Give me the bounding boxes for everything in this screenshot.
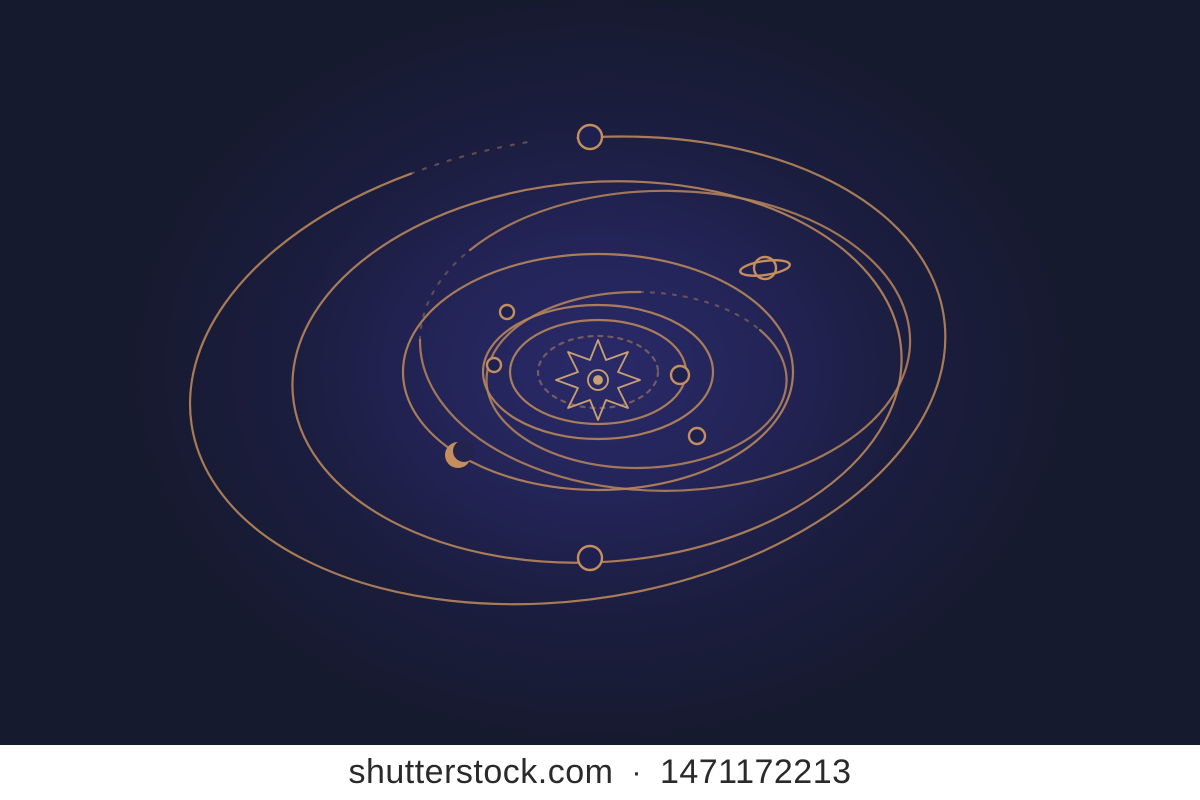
solar-system-svg: [188, 123, 947, 606]
orbit-6: [418, 189, 912, 492]
crescent-moon-icon: [445, 440, 475, 468]
orbit-5: [401, 252, 795, 492]
ringed-planet-icon: [739, 255, 791, 281]
orbit-1: [536, 334, 660, 410]
orbit-7: [291, 180, 903, 564]
orbit-4-faint: [638, 290, 762, 332]
orbit-8-faint: [409, 141, 529, 175]
watermark-site: shutterstock.com: [348, 753, 614, 791]
planet-icon: [498, 303, 516, 321]
orbit-8: [188, 135, 947, 606]
watermark-image-id: 1471172213: [659, 753, 852, 791]
watermark-bar: shutterstock.com · 1471172213: [0, 745, 1200, 800]
orbit-6-faint: [418, 248, 472, 342]
planet-icon: [576, 123, 604, 151]
sun-icon: [555, 339, 641, 421]
planet-icon: [669, 364, 691, 386]
planet-icon: [576, 544, 604, 572]
planet-icon: [687, 426, 707, 446]
solar-system-illustration: [0, 0, 1200, 745]
watermark-separator: ·: [631, 755, 642, 789]
planet-icon: [485, 356, 503, 374]
orbit-3: [481, 303, 715, 441]
